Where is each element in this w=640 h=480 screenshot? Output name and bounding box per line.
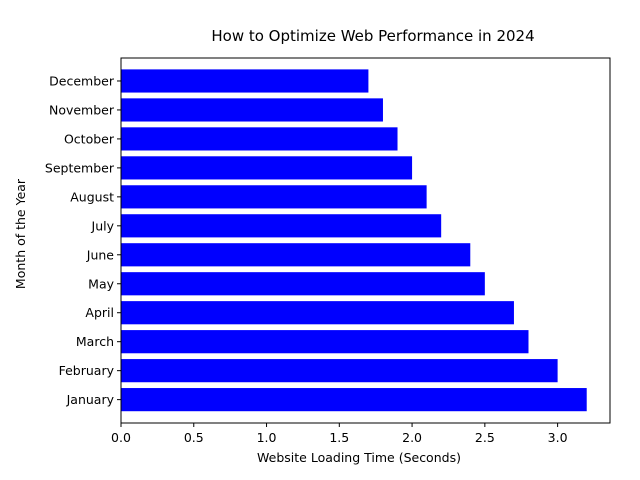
x-tick-label: 2.0 (402, 430, 422, 445)
bar-march (121, 330, 529, 354)
y-tick-label-july: July (91, 218, 115, 233)
x-tick-label: 0.0 (111, 430, 131, 445)
bar-april (121, 301, 514, 325)
bar-june (121, 243, 471, 267)
x-tick-label: 2.5 (475, 430, 495, 445)
y-tick-label-january: January (66, 392, 115, 407)
y-tick-label-april: April (85, 305, 114, 320)
bar-august (121, 185, 427, 209)
bar-november (121, 98, 383, 122)
x-tick-label: 1.0 (257, 430, 277, 445)
bar-december (121, 69, 369, 93)
x-tick-label: 1.5 (329, 430, 349, 445)
plot-frame (120, 57, 611, 424)
y-tick-label-may: May (88, 276, 114, 291)
x-axis-label: Website Loading Time (Seconds) (257, 450, 461, 465)
chart-title: How to Optimize Web Performance in 2024 (211, 27, 534, 45)
y-tick-label-october: October (64, 131, 115, 146)
x-tick-label: 0.5 (184, 430, 204, 445)
axes-layer (120, 57, 611, 424)
y-tick-label-september: September (45, 160, 115, 175)
bar-october (121, 127, 398, 151)
bar-july (121, 214, 442, 238)
y-tick-label-june: June (86, 247, 115, 262)
y-tick-label-march: March (76, 334, 114, 349)
y-tick-label-december: December (49, 73, 115, 88)
bar-january (121, 388, 587, 412)
bar-may (121, 272, 485, 296)
y-tick-label-february: February (59, 363, 115, 378)
y-tick-label-november: November (49, 102, 115, 117)
x-tick-label: 3.0 (548, 430, 568, 445)
ticks-layer: 0.0 0.5 1.0 1.5 2.0 2.5 3.0 January February Marc… (45, 73, 568, 445)
bar-september (121, 156, 413, 180)
y-axis-label: Month of the Year (13, 178, 28, 289)
bars-layer (121, 69, 587, 412)
bar-february (121, 359, 558, 383)
y-tick-label-august: August (70, 189, 114, 204)
